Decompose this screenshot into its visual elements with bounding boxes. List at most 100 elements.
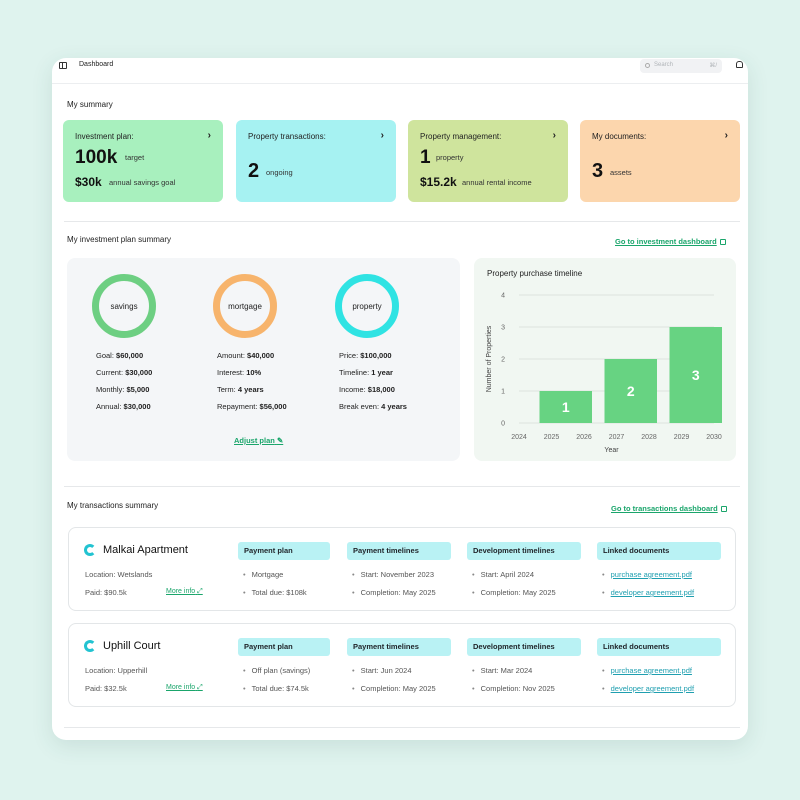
stat-value: $60,000: [116, 351, 144, 360]
property-name: Uphill Court: [103, 640, 161, 652]
document-link[interactable]: developer agreement.pdf: [602, 588, 694, 597]
development-timelines-header: Development timelines: [467, 638, 581, 656]
card-label: Investment plan:: [75, 132, 134, 141]
stat-value: 1 year: [371, 368, 393, 377]
sidebar-toggle-icon[interactable]: [59, 62, 67, 69]
payment-timelines-line: Completion: May 2025: [352, 684, 436, 693]
stat-value: $40,000: [247, 351, 275, 360]
ring-stat: Price: $100,000: [339, 351, 392, 360]
payment-plan-header: Payment plan: [238, 638, 330, 656]
adjust-plan-label: Adjust plan: [234, 436, 275, 445]
stat-value: $56,000: [259, 402, 287, 411]
divider: [64, 486, 740, 487]
payment-plan-line: Mortgage: [243, 570, 284, 579]
stat-key: Repayment:: [217, 402, 258, 411]
transactions-dashboard-link[interactable]: Go to transactions dashboard: [611, 504, 727, 513]
transaction-card[interactable]: Malkai Apartment Location: Wetslands Paid:…: [68, 527, 736, 611]
card-property-transactions[interactable]: Property transactions: › 2 ongoing: [236, 120, 396, 202]
expand-arrow-icon: ⤢: [197, 684, 203, 691]
stat-key: Break even:: [339, 402, 380, 411]
chart-bar: [539, 391, 592, 423]
stat-key: Amount:: [217, 351, 245, 360]
title-bar: Dashboard Search ⌘/: [52, 58, 748, 84]
search-placeholder: Search: [654, 62, 674, 68]
property-ring: [335, 274, 399, 338]
chevron-right-icon: ›: [380, 130, 384, 141]
development-timelines-line: Start: Mar 2024: [472, 666, 533, 675]
bell-icon[interactable]: [736, 61, 743, 68]
property-paid: Paid: $90.5k: [85, 588, 127, 597]
chart-bar: [669, 327, 722, 423]
stat-value: $30,000: [125, 368, 153, 377]
card-big-value: 3: [592, 160, 604, 182]
card-secondary-text: annual savings goal: [109, 178, 176, 187]
more-info-label: More info: [166, 588, 196, 595]
stat-key: Price:: [339, 351, 359, 360]
x-tick-label: 2029: [674, 434, 690, 441]
summary-title: My summary: [67, 100, 113, 109]
document-link[interactable]: purchase agreement.pdf: [602, 570, 692, 579]
payment-plan-line: Off plan (savings): [243, 666, 311, 675]
stat-key: Monthly:: [96, 385, 125, 394]
mortgage-ring: [213, 274, 277, 338]
payment-plan-line: Total due: $108k: [243, 588, 307, 597]
card-secondary-value: $15.2k: [420, 175, 457, 189]
transactions-title: My transactions summary: [67, 501, 159, 510]
stat-value: $30,000: [123, 402, 151, 411]
card-property-management[interactable]: Property management: › 1 property $15.2k…: [408, 120, 568, 202]
transaction-card[interactable]: Uphill Court Location: Upperhill Paid: $32…: [68, 623, 736, 707]
ring-stat: Amount: $40,000: [217, 351, 274, 360]
x-tick-label: 2024: [511, 434, 527, 441]
stat-value: 10%: [246, 368, 262, 377]
payment-timelines-header: Payment timelines: [347, 638, 451, 656]
search-icon: [645, 63, 650, 68]
ring-stat: Interest: 10%: [217, 368, 261, 377]
pencil-icon: ✎: [276, 436, 284, 445]
property-location: Location: Wetslands: [85, 570, 153, 579]
card-label: Property transactions:: [248, 132, 326, 141]
property-location: Location: Upperhill: [85, 666, 148, 675]
bar-value-label: 2: [627, 383, 635, 399]
payment-timelines-line: Start: Jun 2024: [352, 666, 412, 675]
stat-value: $5,000: [126, 385, 150, 394]
adjust-plan-link[interactable]: Adjust plan ✎: [234, 436, 283, 445]
search-shortcut: ⌘/: [709, 63, 717, 69]
card-small-text: assets: [610, 168, 632, 177]
savings-ring: [92, 274, 156, 338]
savings-ring-label: savings: [110, 302, 138, 311]
property-logo-icon: [84, 544, 96, 556]
investment-dashboard-link[interactable]: Go to investment dashboard: [615, 237, 726, 246]
card-secondary-value: $30k: [75, 175, 102, 189]
chevron-right-icon: ›: [724, 130, 728, 141]
bar-value-label: 3: [692, 367, 700, 383]
card-small-text: target: [125, 153, 145, 162]
development-timelines-header: Development timelines: [467, 542, 581, 560]
document-link[interactable]: purchase agreement.pdf: [602, 666, 692, 675]
property-timeline-chart: 0 1 2 3 4 2024 2025 2026 2027 2028 2029 2030 1 2 3 Year…: [486, 293, 722, 454]
chevron-right-icon: ›: [207, 130, 211, 141]
x-tick-label: 2028: [641, 434, 657, 441]
external-page-icon: [719, 239, 726, 245]
document-link[interactable]: developer agreement.pdf: [602, 684, 694, 693]
stat-key: Timeline:: [339, 368, 370, 377]
more-info-link[interactable]: More info ⤢: [166, 588, 203, 596]
ring-stat: Timeline: 1 year: [339, 368, 393, 377]
stat-key: Current:: [96, 368, 124, 377]
search-input[interactable]: Search ⌘/: [640, 59, 722, 73]
stat-value: 4 years: [381, 402, 407, 411]
y-tick-label: 1: [501, 389, 505, 396]
card-investment-plan[interactable]: Investment plan: › 100k target $30k annu…: [63, 120, 223, 202]
transactions-dashboard-link-label: Go to transactions dashboard: [611, 504, 718, 513]
ring-stat: Annual: $30,000: [96, 402, 151, 411]
window-title: Dashboard: [79, 61, 114, 68]
card-my-documents[interactable]: My documents: › 3 assets: [580, 120, 740, 202]
more-info-link[interactable]: More info ⤢: [166, 684, 203, 692]
card-label: My documents:: [592, 132, 647, 141]
stat-key: Interest:: [217, 368, 245, 377]
divider: [64, 727, 740, 728]
y-tick-label: 3: [501, 325, 505, 332]
x-axis-label: Year: [604, 447, 619, 454]
investment-dashboard-link-label: Go to investment dashboard: [615, 237, 717, 246]
x-tick-label: 2026: [576, 434, 592, 441]
ring-stat: Current: $30,000: [96, 368, 152, 377]
